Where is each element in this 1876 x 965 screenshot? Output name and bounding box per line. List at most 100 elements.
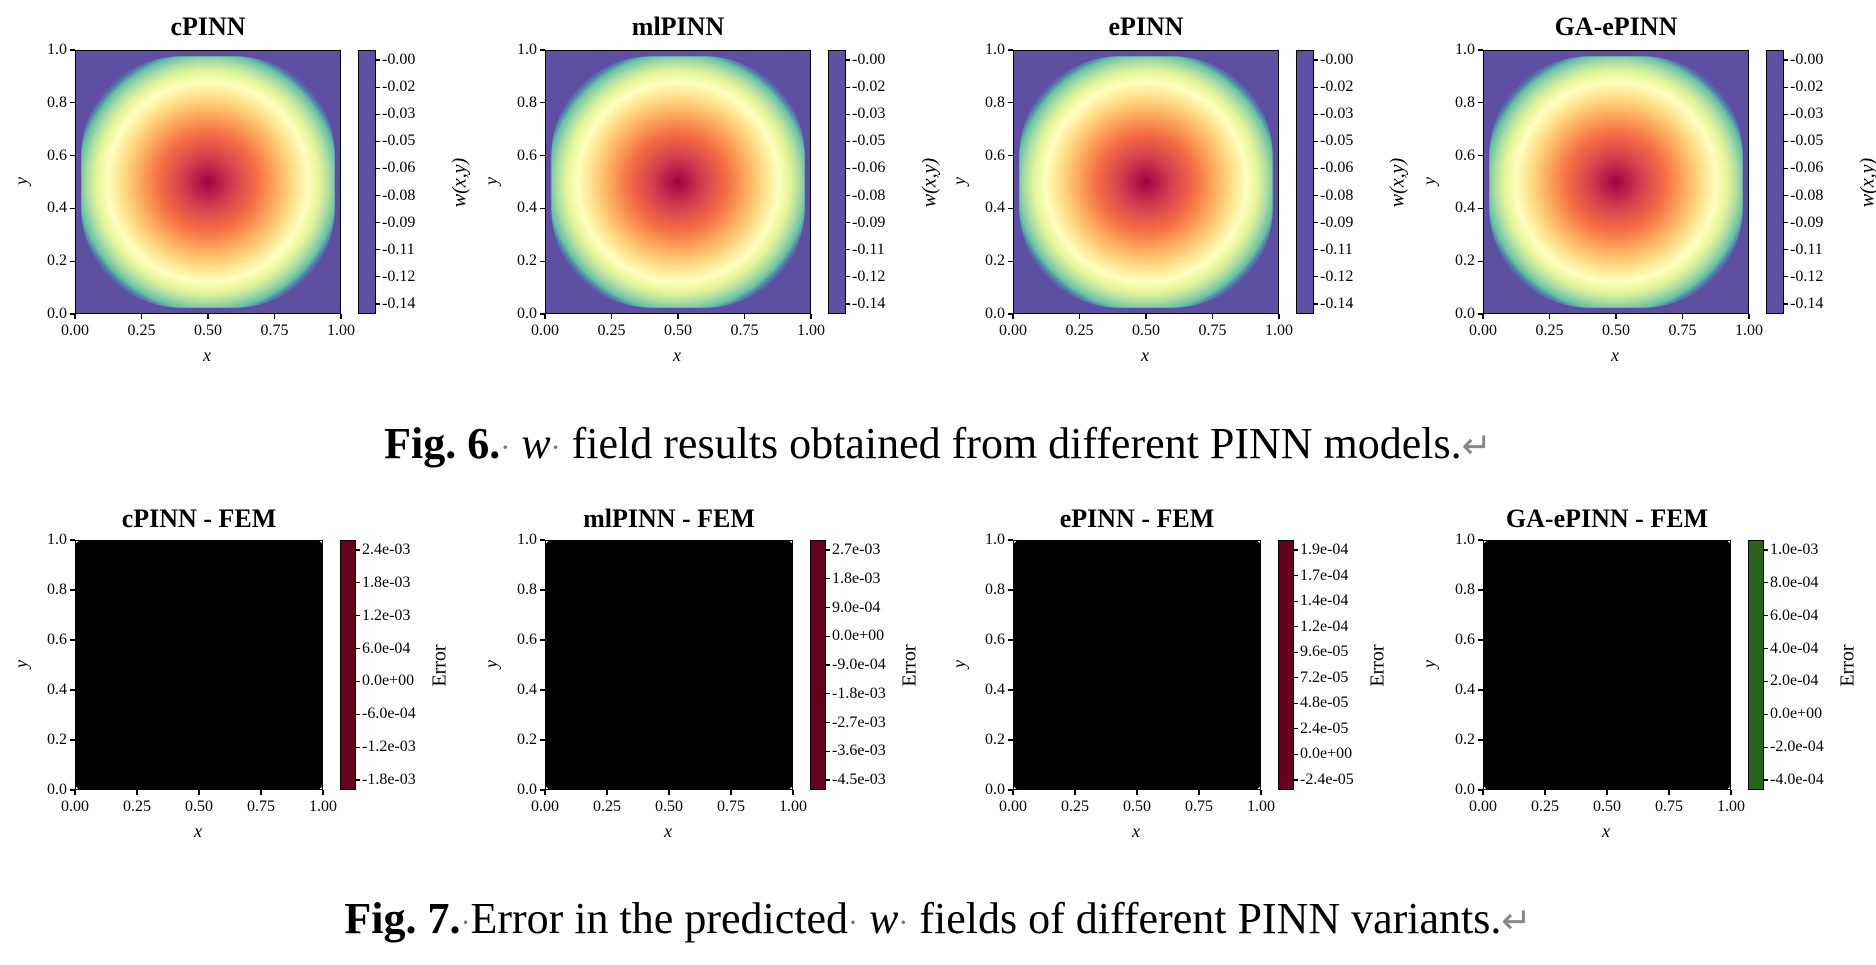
plot-title: mlPINN - FEM — [583, 504, 755, 533]
x-axis-label: x — [1141, 345, 1149, 365]
y-tick-mark — [540, 102, 545, 104]
y-tick-mark — [1478, 739, 1483, 741]
colorbar-tick-label: -2.4e-05 — [1300, 771, 1354, 788]
y-tick-mark — [70, 313, 75, 315]
y-tick-mark — [540, 739, 545, 741]
y-tick-mark — [540, 539, 545, 541]
x-tick-label: 0.00 — [999, 798, 1027, 815]
x-tick-label: 0.25 — [1531, 798, 1559, 815]
colorbar-tick-label: -0.06 — [852, 159, 886, 177]
x-tick-mark — [1548, 314, 1551, 319]
colorbar-tick-label: 1.8e-03 — [362, 573, 411, 591]
colorbar-tick-mark — [846, 276, 850, 278]
colorbar-tick-label: -0.09 — [1320, 213, 1354, 231]
colorbar-tick-mark — [1784, 249, 1788, 251]
colorbar-tick-label: -0.09 — [382, 213, 416, 231]
colorbar-tick-label: 2.7e-03 — [832, 541, 881, 558]
y-tick-mark — [540, 207, 545, 209]
y-tick-label: 0.4 — [517, 681, 537, 698]
colorbar-tick-label: 0.0e+00 — [832, 627, 885, 645]
colorbar-tick-mark — [826, 635, 830, 637]
y-tick-label: 0.4 — [517, 199, 537, 217]
y-tick-mark — [540, 260, 545, 262]
y-tick-label: 0.6 — [1455, 146, 1475, 164]
y-tick-mark — [70, 539, 75, 541]
colorbar-tick-label: 1.4e-04 — [1300, 592, 1349, 610]
x-tick-mark — [260, 790, 262, 795]
colorbar-tick-mark — [1764, 549, 1768, 551]
colorbar-tick-label: -0.00 — [382, 51, 416, 68]
colorbar-tick-label: -0.14 — [852, 295, 886, 312]
colorbar-tick-label: -0.00 — [1790, 51, 1824, 68]
colorbar-tick-label: -0.11 — [1790, 240, 1823, 258]
colorbar-tick-mark — [1314, 222, 1318, 224]
x-tick-mark — [1482, 314, 1484, 319]
y-tick-mark — [1478, 207, 1483, 209]
colorbar-label: Error — [898, 644, 921, 687]
x-tick-mark — [140, 314, 143, 319]
x-tick-label: 0.00 — [531, 798, 559, 815]
y-tick-label: 0.6 — [517, 631, 537, 648]
colorbar-tick-mark — [356, 615, 360, 617]
colorbar-tick-mark — [356, 713, 360, 715]
x-tick-label: 0.50 — [185, 798, 213, 815]
colorbar-tick-mark — [376, 249, 380, 251]
colorbar-label: w(x,y) — [1386, 157, 1409, 208]
fig6-text: field results obtained from different PI… — [571, 419, 1462, 468]
colorbar-tick-label: 4.8e-05 — [1300, 694, 1349, 712]
y-tick-mark — [1478, 155, 1483, 157]
y-tick-mark — [1008, 539, 1013, 541]
x-tick-label: 0.50 — [1593, 798, 1621, 815]
colorbar-tick-label: 1.0e-03 — [1770, 541, 1819, 558]
y-tick-mark — [1008, 739, 1013, 741]
y-tick-mark — [1478, 789, 1483, 791]
colorbar-tick-label: 1.7e-04 — [1300, 566, 1349, 584]
y-tick-label: 0.2 — [47, 731, 67, 748]
y-tick-mark — [1478, 589, 1483, 591]
plot-title: GA-ePINN — [1554, 12, 1678, 41]
y-tick-label: 0.0 — [1455, 305, 1475, 322]
plot-title: ePINN — [1108, 12, 1184, 41]
x-tick-label: 0.50 — [1123, 798, 1151, 815]
colorbar-tick-mark — [1784, 276, 1788, 278]
x-tick-mark — [1730, 790, 1732, 795]
y-axis-label: y — [1419, 177, 1439, 185]
colorbar-tick-mark — [1314, 167, 1318, 170]
y-tick-mark — [70, 49, 75, 51]
y-tick-mark — [1008, 260, 1013, 262]
x-tick-mark — [1012, 314, 1014, 319]
x-tick-mark — [198, 790, 200, 795]
x-tick-mark — [1544, 790, 1546, 795]
y-tick-label: 0.6 — [47, 631, 67, 648]
colorbar-tick-mark — [1764, 582, 1768, 584]
y-tick-mark — [70, 589, 75, 591]
x-tick-mark — [1198, 790, 1200, 795]
y-tick-mark — [1478, 639, 1483, 641]
x-tick-label: 1.00 — [1265, 322, 1293, 339]
x-tick-mark — [610, 314, 613, 319]
fig7-text-a: Error in the predicted — [470, 894, 849, 943]
colorbar-tick-mark — [1784, 86, 1788, 88]
y-tick-label: 0.8 — [47, 581, 67, 598]
field-image — [1484, 541, 1730, 789]
y-tick-label: 1.0 — [517, 41, 537, 58]
heatmap-plot — [1483, 540, 1731, 790]
colorbar-tick-label: -0.08 — [1320, 186, 1354, 204]
colorbar-tick-label: -1.8e-03 — [362, 771, 416, 788]
colorbar-tick-label: -0.02 — [1320, 78, 1354, 96]
x-tick-mark — [1136, 790, 1138, 795]
colorbar-label: Error — [1836, 644, 1859, 687]
colorbar-tick-label: -0.05 — [1790, 132, 1824, 150]
heatmap-plot — [545, 540, 793, 790]
colorbar-tick-mark — [846, 140, 850, 142]
y-tick-mark — [1008, 639, 1013, 641]
x-tick-mark — [668, 790, 670, 795]
y-tick-mark — [1478, 260, 1483, 262]
colorbar-tick-mark — [376, 276, 380, 278]
colorbar-tick-mark — [1784, 167, 1788, 170]
y-tick-label: 0.8 — [985, 581, 1005, 598]
colorbar-tick-label: -0.00 — [852, 51, 886, 68]
y-tick-mark — [70, 739, 75, 741]
y-tick-label: 0.6 — [985, 146, 1005, 164]
x-tick-label: 0.25 — [597, 322, 626, 339]
